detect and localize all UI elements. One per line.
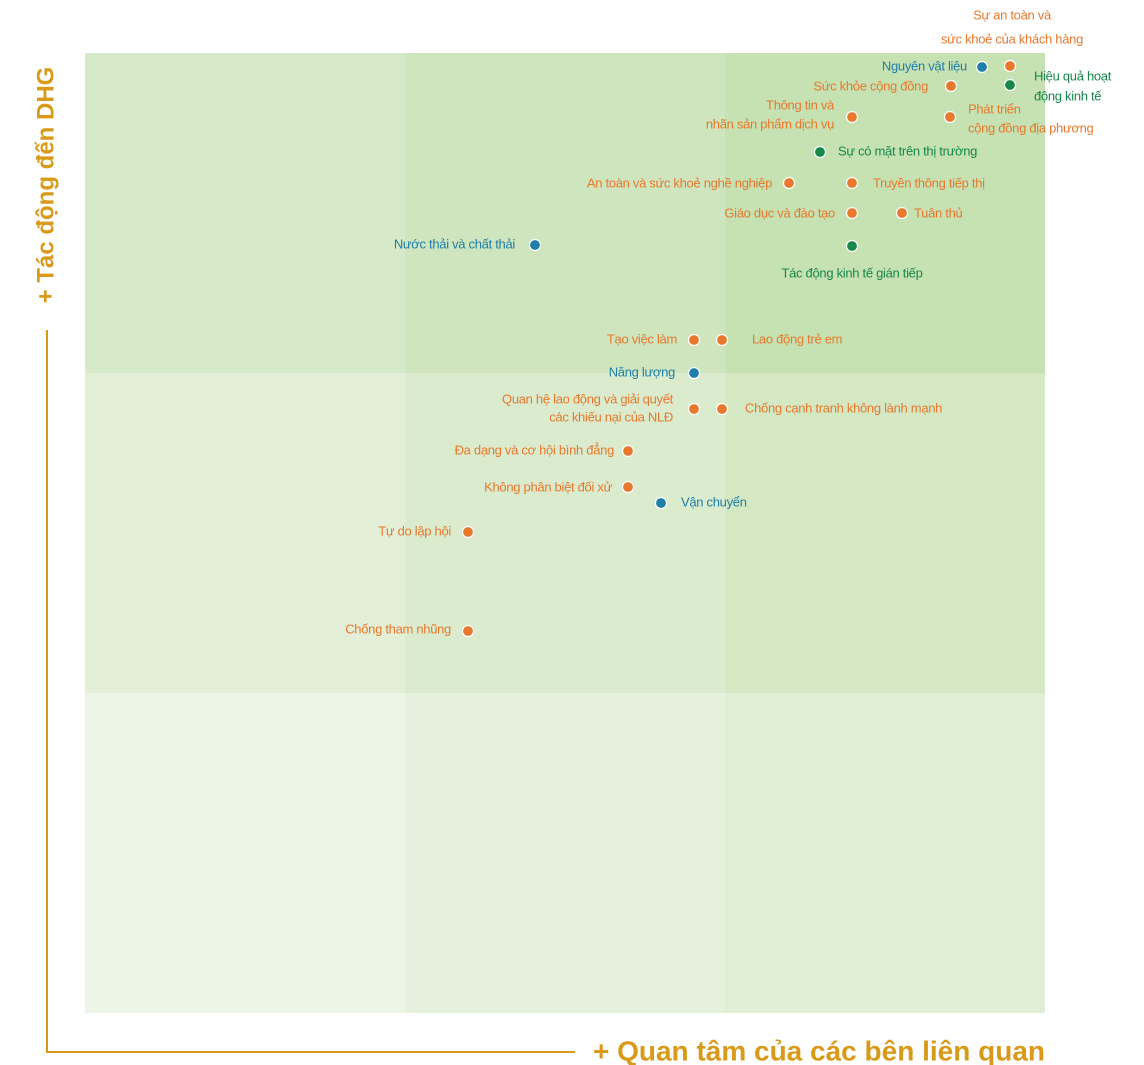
dot bbox=[845, 206, 859, 220]
dot bbox=[687, 333, 701, 347]
item-label: Sự có mặt trên thị trường bbox=[838, 143, 977, 158]
item-label: Nước thải và chất thải bbox=[394, 236, 516, 251]
dot bbox=[895, 206, 909, 220]
dot bbox=[461, 525, 475, 539]
dot bbox=[715, 333, 729, 347]
dot bbox=[845, 239, 859, 253]
item-label: nhãn sản phẩm dịch vụ bbox=[706, 116, 834, 131]
item-label: Hiệu quả hoạt bbox=[1034, 68, 1112, 83]
y-axis-label: + Tác động đến DHG bbox=[32, 67, 59, 304]
cell bbox=[405, 373, 725, 693]
item-label: Vận chuyển bbox=[681, 494, 747, 509]
item-label: Sự an toàn và bbox=[973, 7, 1052, 22]
dot bbox=[687, 366, 701, 380]
item-label: động kinh tế bbox=[1034, 88, 1102, 103]
axis-line bbox=[46, 330, 575, 1053]
item-label: Chống cạnh tranh không lành mạnh bbox=[745, 400, 942, 415]
item-label: Lao động trẻ em bbox=[752, 331, 842, 346]
item-label: Tuân thủ bbox=[914, 205, 963, 220]
item-label: Quan hệ lao động và giải quyết bbox=[502, 391, 674, 406]
cell bbox=[725, 693, 1045, 1013]
dot bbox=[845, 176, 859, 190]
dot bbox=[813, 145, 827, 159]
x-axis-label: + Quan tâm của các bên liên quan bbox=[593, 1035, 1045, 1065]
item-label: Nguyên vật liệu bbox=[882, 58, 967, 73]
item-label: Phát triển bbox=[968, 101, 1021, 116]
dot bbox=[782, 176, 796, 190]
cell bbox=[85, 53, 405, 373]
item-label: Giáo dục và đào tạo bbox=[724, 205, 835, 220]
dot bbox=[687, 402, 701, 416]
item-label: Đa dạng và cơ hội bình đẳng bbox=[455, 442, 615, 457]
cell bbox=[85, 693, 405, 1013]
item-label: Tự do lập hội bbox=[378, 523, 451, 538]
cell bbox=[405, 693, 725, 1013]
item-label: Truyền thông tiếp thị bbox=[873, 175, 985, 190]
cell bbox=[725, 373, 1045, 693]
dot bbox=[943, 110, 957, 124]
item-label: Không phân biệt đối xử bbox=[484, 479, 612, 494]
item-label: Năng lượng bbox=[609, 364, 675, 379]
item-label: Tạo việc làm bbox=[607, 331, 677, 346]
item-label: Tác động kinh tế gián tiếp bbox=[781, 265, 922, 280]
dot bbox=[975, 60, 989, 74]
item-label: các khiếu nại của NLĐ bbox=[549, 409, 673, 424]
item-label: sức khoẻ của khách hàng bbox=[941, 31, 1083, 46]
dot bbox=[654, 496, 668, 510]
item-label: Thông tin và bbox=[766, 97, 835, 112]
cell bbox=[405, 53, 725, 373]
dot bbox=[461, 624, 475, 638]
dot bbox=[528, 238, 542, 252]
dot bbox=[621, 480, 635, 494]
cell bbox=[725, 53, 1045, 373]
dot bbox=[715, 402, 729, 416]
item-label: cộng đồng địa phương bbox=[968, 120, 1094, 135]
dot bbox=[845, 110, 859, 124]
dot bbox=[1003, 59, 1017, 73]
cell bbox=[85, 373, 405, 693]
dot bbox=[621, 444, 635, 458]
item-label: Chống tham nhũng bbox=[345, 621, 451, 636]
dot bbox=[1003, 78, 1017, 92]
item-label: An toàn và sức khoẻ nghề nghiệp bbox=[587, 175, 772, 190]
dot bbox=[944, 79, 958, 93]
matrix-background bbox=[85, 53, 1045, 1013]
item-label: Sức khỏe cộng đồng bbox=[813, 78, 928, 93]
